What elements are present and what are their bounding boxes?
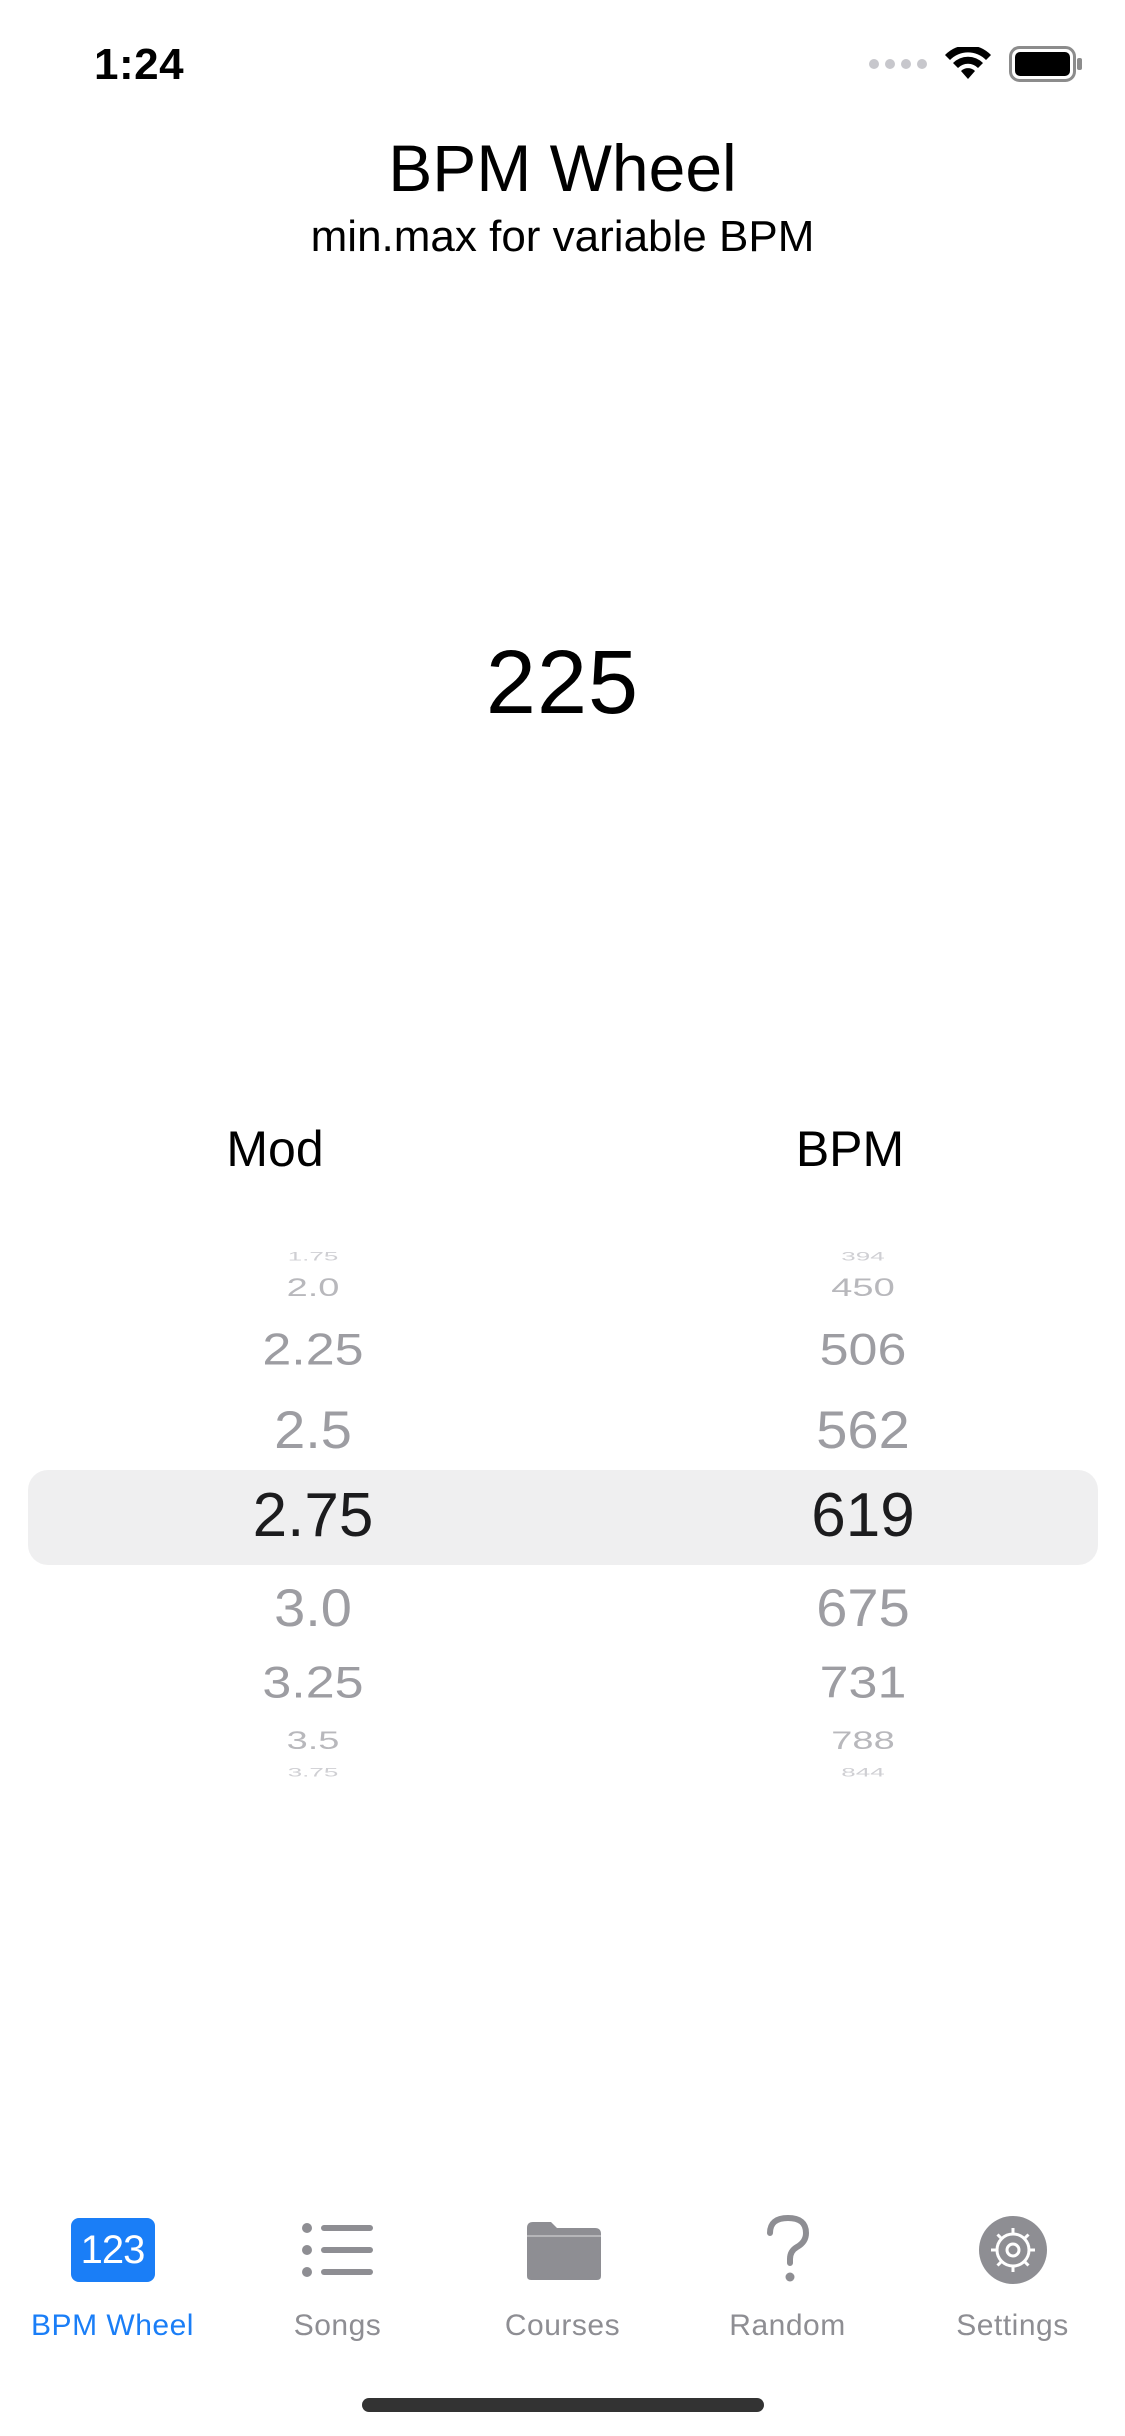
mod-option[interactable]: 3.0 (274, 1577, 352, 1638)
bpm-option[interactable]: 394 (841, 1249, 885, 1264)
tab-bpm-wheel[interactable]: 123 BPM Wheel (0, 2195, 225, 2355)
question-icon (766, 2215, 809, 2282)
mod-option[interactable]: 2.5 (274, 1399, 352, 1460)
bpm-option[interactable]: 675 (816, 1577, 910, 1638)
tab-settings[interactable]: Settings (900, 2195, 1125, 2355)
tab-courses[interactable]: Courses (450, 2195, 675, 2355)
mod-option[interactable]: 3.75 (287, 1765, 339, 1780)
bpm-picker-wheel[interactable]: 1.75 2.0 2.25 2.5 2.75 3.0 3.25 3.5 3.75… (28, 1245, 1098, 1790)
home-indicator[interactable] (362, 2398, 764, 2412)
tab-label: Courses (504, 2309, 621, 2342)
mod-option[interactable]: 1.75 (287, 1249, 339, 1264)
folder-icon (526, 2222, 601, 2280)
mod-option-selected[interactable]: 2.75 (252, 1481, 374, 1550)
tab-songs[interactable]: Songs (225, 2195, 450, 2355)
bpm-option-selected[interactable]: 619 (811, 1481, 915, 1550)
mod-column-label: Mod (226, 1121, 324, 1177)
bpm-option[interactable]: 731 (819, 1658, 907, 1708)
bpm-option[interactable]: 844 (841, 1765, 885, 1780)
tab-random[interactable]: Random (675, 2195, 900, 2355)
tab-label: Songs (293, 2309, 382, 2342)
wifi-icon (945, 47, 991, 79)
mod-option[interactable]: 2.0 (286, 1274, 340, 1302)
page-title: BPM Wheel (388, 131, 737, 205)
bpm-option[interactable]: 450 (831, 1274, 895, 1302)
cellular-signal-icon (869, 59, 927, 69)
status-icons (869, 46, 1083, 82)
tab-label: BPM Wheel (31, 2309, 194, 2342)
bpm-column-label: BPM (795, 1121, 905, 1177)
result-value: 225 (485, 633, 640, 733)
gear-icon (978, 2216, 1047, 2284)
picker-selection-highlight (28, 1470, 1098, 1565)
bpm-option[interactable]: 788 (831, 1727, 895, 1755)
mod-picker-column[interactable]: 1.75 2.0 2.25 2.5 2.75 3.0 3.25 3.5 3.75 (88, 1245, 538, 1790)
bpm-option[interactable]: 562 (816, 1399, 910, 1460)
mod-option[interactable]: 3.5 (286, 1727, 340, 1755)
page-subtitle: min.max for variable BPM (310, 212, 815, 261)
mod-option[interactable]: 3.25 (262, 1658, 364, 1708)
status-time: 1:24 (94, 40, 185, 89)
bpm-option[interactable]: 506 (819, 1325, 907, 1375)
tab-label: Random (729, 2309, 846, 2342)
tab-bar: 123 BPM Wheel Songs Courses (0, 2195, 1125, 2355)
mod-option[interactable]: 2.25 (262, 1325, 364, 1375)
123-icon: 123 (70, 2218, 155, 2282)
bpm-picker-column[interactable]: 394 450 506 562 619 675 731 788 844 (638, 1245, 1088, 1790)
battery-icon (1009, 46, 1082, 82)
tab-label: Settings (956, 2309, 1069, 2342)
list-icon (301, 2223, 373, 2277)
